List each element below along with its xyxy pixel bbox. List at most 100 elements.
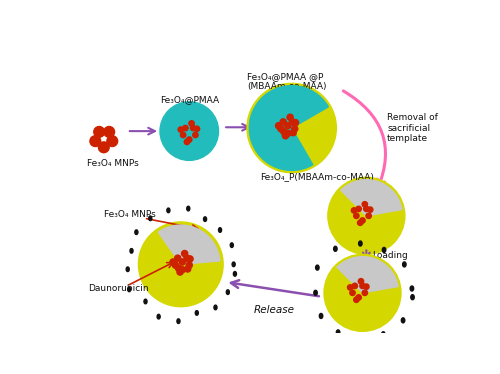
- Circle shape: [90, 136, 101, 147]
- Circle shape: [368, 207, 373, 212]
- Circle shape: [280, 119, 286, 125]
- Ellipse shape: [382, 332, 385, 337]
- Ellipse shape: [232, 262, 235, 267]
- Circle shape: [348, 285, 353, 290]
- Circle shape: [281, 129, 287, 135]
- Ellipse shape: [204, 217, 206, 221]
- Circle shape: [192, 132, 198, 138]
- Circle shape: [362, 290, 368, 295]
- Ellipse shape: [316, 265, 319, 270]
- Circle shape: [184, 139, 190, 145]
- Text: Daunorubicin: Daunorubicin: [88, 285, 149, 294]
- Ellipse shape: [230, 243, 234, 248]
- Circle shape: [174, 255, 181, 261]
- Ellipse shape: [358, 339, 362, 344]
- Ellipse shape: [320, 313, 323, 318]
- Wedge shape: [250, 86, 328, 171]
- Circle shape: [247, 83, 336, 173]
- Text: Removal of
sacrificial
template: Removal of sacrificial template: [387, 113, 438, 143]
- Ellipse shape: [186, 206, 190, 211]
- Ellipse shape: [410, 286, 414, 291]
- Text: Loading: Loading: [372, 251, 408, 260]
- Ellipse shape: [157, 314, 160, 319]
- Text: Release: Release: [254, 305, 294, 315]
- Circle shape: [364, 206, 369, 212]
- Circle shape: [104, 126, 115, 137]
- Ellipse shape: [226, 290, 230, 294]
- Ellipse shape: [336, 330, 340, 335]
- Ellipse shape: [130, 249, 133, 253]
- Text: Fe₃O₄@PMAA @P
(MBAAm-co-MAA): Fe₃O₄@PMAA @P (MBAAm-co-MAA): [247, 72, 326, 91]
- Circle shape: [350, 290, 355, 295]
- Circle shape: [278, 126, 284, 132]
- Wedge shape: [158, 225, 220, 264]
- Text: Fe₃O₄@PMAA: Fe₃O₄@PMAA: [160, 95, 219, 104]
- Ellipse shape: [148, 216, 152, 221]
- Circle shape: [362, 202, 368, 207]
- Ellipse shape: [135, 230, 138, 234]
- Ellipse shape: [128, 287, 130, 292]
- Circle shape: [366, 213, 372, 218]
- Ellipse shape: [382, 248, 386, 252]
- Circle shape: [276, 123, 281, 129]
- Circle shape: [324, 254, 401, 331]
- Circle shape: [182, 125, 188, 131]
- Ellipse shape: [358, 241, 362, 246]
- Circle shape: [290, 119, 296, 125]
- Circle shape: [186, 137, 192, 142]
- Ellipse shape: [177, 319, 180, 324]
- Circle shape: [180, 132, 186, 138]
- Wedge shape: [337, 257, 398, 293]
- Circle shape: [358, 220, 363, 226]
- Text: Fe₃O₄ MNPs: Fe₃O₄ MNPs: [87, 159, 139, 168]
- Ellipse shape: [196, 311, 198, 315]
- Circle shape: [138, 222, 223, 307]
- Ellipse shape: [314, 290, 318, 295]
- Ellipse shape: [234, 272, 236, 276]
- Circle shape: [182, 251, 188, 257]
- Circle shape: [284, 123, 291, 129]
- Circle shape: [282, 133, 288, 139]
- Circle shape: [184, 255, 190, 261]
- Circle shape: [94, 126, 104, 137]
- Circle shape: [194, 126, 200, 132]
- Circle shape: [360, 283, 365, 289]
- Ellipse shape: [167, 208, 170, 213]
- Circle shape: [358, 279, 364, 284]
- Circle shape: [189, 121, 194, 126]
- Circle shape: [354, 213, 359, 218]
- Wedge shape: [341, 180, 402, 216]
- Circle shape: [184, 266, 191, 272]
- Ellipse shape: [144, 299, 147, 304]
- Text: Fe₃O₄ MNPs: Fe₃O₄ MNPs: [104, 210, 156, 219]
- Circle shape: [160, 102, 218, 160]
- Ellipse shape: [402, 262, 406, 267]
- Circle shape: [178, 127, 184, 132]
- Circle shape: [290, 129, 296, 136]
- Circle shape: [356, 295, 362, 300]
- Circle shape: [170, 259, 176, 265]
- Circle shape: [187, 256, 193, 262]
- Circle shape: [284, 131, 291, 137]
- Circle shape: [328, 177, 405, 254]
- Circle shape: [356, 206, 362, 212]
- Circle shape: [190, 125, 196, 131]
- Circle shape: [177, 269, 183, 275]
- Ellipse shape: [218, 228, 222, 232]
- Circle shape: [360, 218, 365, 223]
- Circle shape: [364, 284, 369, 289]
- Circle shape: [354, 297, 359, 303]
- Circle shape: [179, 259, 186, 265]
- Circle shape: [98, 142, 109, 153]
- Ellipse shape: [402, 318, 405, 323]
- Circle shape: [292, 120, 298, 126]
- Circle shape: [287, 114, 293, 120]
- Circle shape: [107, 136, 118, 147]
- Ellipse shape: [411, 295, 414, 300]
- Ellipse shape: [126, 267, 130, 272]
- Circle shape: [172, 262, 178, 268]
- Ellipse shape: [214, 305, 217, 310]
- Circle shape: [352, 283, 358, 289]
- Circle shape: [292, 126, 298, 132]
- Circle shape: [179, 267, 186, 273]
